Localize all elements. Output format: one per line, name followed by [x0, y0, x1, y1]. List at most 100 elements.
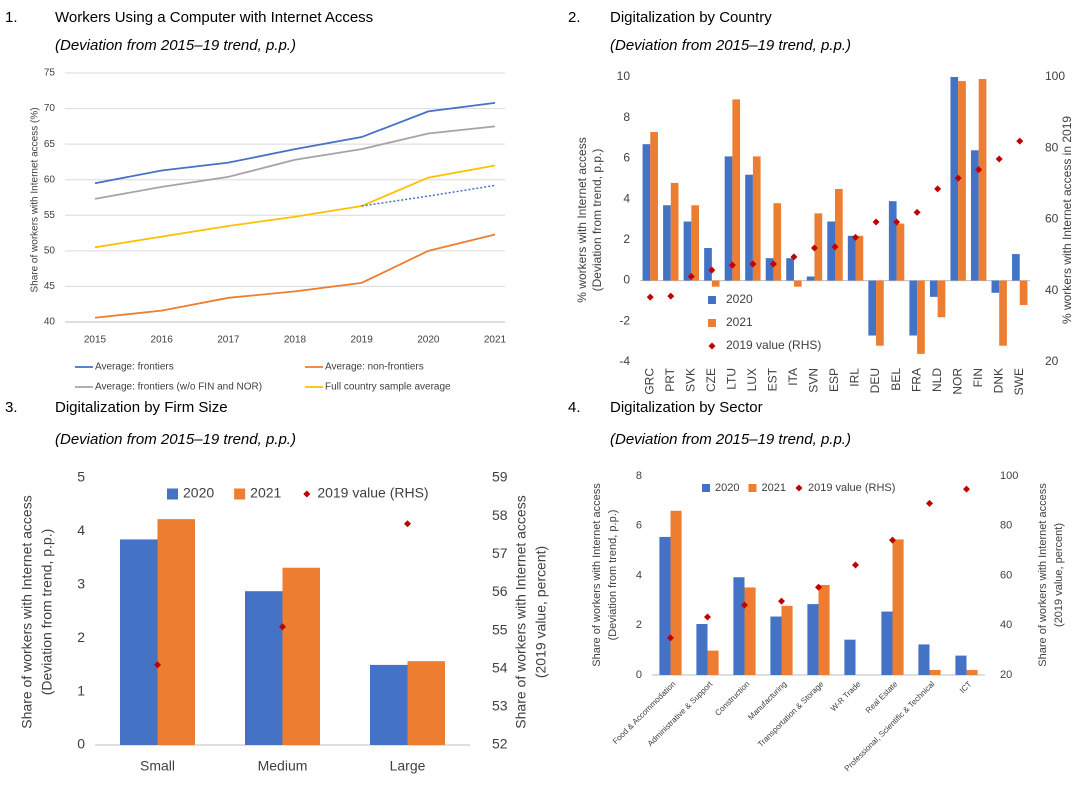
bar [670, 182, 679, 281]
x-tick-label: SVN [807, 368, 821, 393]
bar [807, 604, 819, 675]
bar [370, 664, 408, 745]
line-series [94, 164, 496, 249]
marker [926, 499, 933, 507]
x-tick-label: CZE [704, 368, 718, 392]
panel-number: 2. [568, 9, 581, 26]
y-tick-label: 10 [617, 69, 631, 83]
bar [770, 616, 782, 675]
x-tick-label: ITA [786, 368, 800, 386]
marker [913, 208, 921, 216]
marker [154, 661, 161, 669]
panel-title: Workers Using a Computer with Internet A… [55, 9, 373, 26]
line-series [94, 101, 496, 185]
x-tick-label: FRA [909, 368, 923, 392]
y-tick-label: 70 [44, 103, 56, 114]
y2-tick-label: 20 [1000, 669, 1012, 681]
bar [999, 280, 1007, 346]
x-tick-label: EST [766, 367, 780, 391]
legend-label: Average: frontiers [95, 362, 174, 373]
marker [708, 266, 716, 274]
panel-subtitle: (Deviation from 2015–19 trend, p.p.) [610, 431, 851, 448]
y-tick-label: -4 [619, 354, 630, 368]
marker [831, 243, 839, 251]
x-tick-label: W-R Trade [829, 679, 863, 713]
marker [646, 293, 654, 301]
marker [852, 561, 859, 569]
axis-label: % workers with Internet access [575, 137, 589, 302]
y-tick-label: 2 [623, 232, 630, 246]
bar [1012, 254, 1020, 281]
legend-swatch [748, 484, 757, 492]
axis-label: (Deviation from trend, p.p.) [39, 529, 55, 696]
y-tick-label: 8 [636, 470, 642, 482]
marker [815, 583, 822, 591]
y-tick-label: 2 [636, 619, 642, 631]
marker [769, 260, 777, 268]
y-tick-label: 6 [623, 151, 630, 165]
axis-label: Share of workers with Internet access [513, 495, 529, 728]
x-tick-label: Medium [258, 758, 308, 774]
bar [868, 280, 877, 336]
bar [929, 280, 938, 297]
panel-number: 4. [568, 399, 581, 416]
legend-swatch [708, 296, 716, 304]
bar [752, 156, 761, 281]
legend-label: 2019 value (RHS) [726, 338, 821, 352]
legend-label: 2021 [761, 482, 785, 494]
x-tick-label: DEU [868, 368, 882, 393]
marker [810, 244, 818, 252]
x-tick-label: Administrative & Support [646, 679, 715, 748]
y2-tick-label: 56 [492, 583, 508, 599]
y-tick-label: 40 [44, 317, 56, 328]
bar [696, 624, 708, 675]
y2-tick-label: 80 [1000, 520, 1012, 532]
x-tick-label: 2015 [84, 335, 107, 346]
axis-label: (Deviation from trend, p.p.) [607, 510, 619, 641]
bar [827, 221, 835, 281]
bar [781, 605, 793, 675]
marker [954, 174, 962, 182]
legend-label: 2020 [183, 485, 214, 501]
y-tick-label: 1 [77, 682, 85, 698]
y2-tick-label: 57 [492, 545, 508, 561]
axis-label: % workers with Internet access in 2019 [1060, 116, 1074, 324]
bar [157, 519, 195, 745]
x-tick-label: 2018 [284, 335, 307, 346]
axis-label: (Deviation from trend, p.p.) [590, 149, 604, 292]
bar [844, 639, 856, 675]
bar [806, 276, 815, 281]
x-tick-label: BEL [889, 368, 903, 391]
legend-label: 2019 value (RHS) [317, 485, 428, 501]
bar [724, 156, 733, 281]
bar [711, 280, 720, 287]
y2-tick-label: 59 [492, 469, 508, 485]
x-tick-label: ICT [958, 679, 974, 695]
x-tick-label: GRC [642, 368, 656, 395]
legend-label: 2019 value (RHS) [808, 482, 895, 494]
panel-subtitle: (Deviation from 2015–19 trend, p.p.) [55, 37, 296, 54]
marker [741, 601, 748, 609]
bar [835, 188, 843, 281]
x-tick-label: NLD [930, 368, 944, 392]
line-series [361, 184, 496, 207]
y2-tick-label: 60 [1045, 212, 1059, 226]
legend-label: Full country sample average [325, 382, 451, 393]
bar [691, 205, 700, 281]
marker [404, 520, 411, 528]
y2-tick-label: 20 [1045, 354, 1059, 368]
y-tick-label: 0 [636, 669, 642, 681]
panel-subtitle: (Deviation from 2015–19 trend, p.p.) [55, 431, 296, 448]
x-tick-label: ESP [827, 368, 841, 392]
bar [991, 280, 1000, 293]
x-tick-label: 2021 [484, 335, 507, 346]
bar [282, 567, 320, 745]
y-tick-label: 60 [44, 174, 56, 185]
marker [749, 260, 757, 268]
bar [917, 280, 925, 354]
bar [663, 205, 671, 281]
marker [790, 253, 798, 261]
marker [1016, 137, 1024, 145]
y-tick-label: 3 [77, 576, 85, 592]
bar [733, 577, 745, 675]
